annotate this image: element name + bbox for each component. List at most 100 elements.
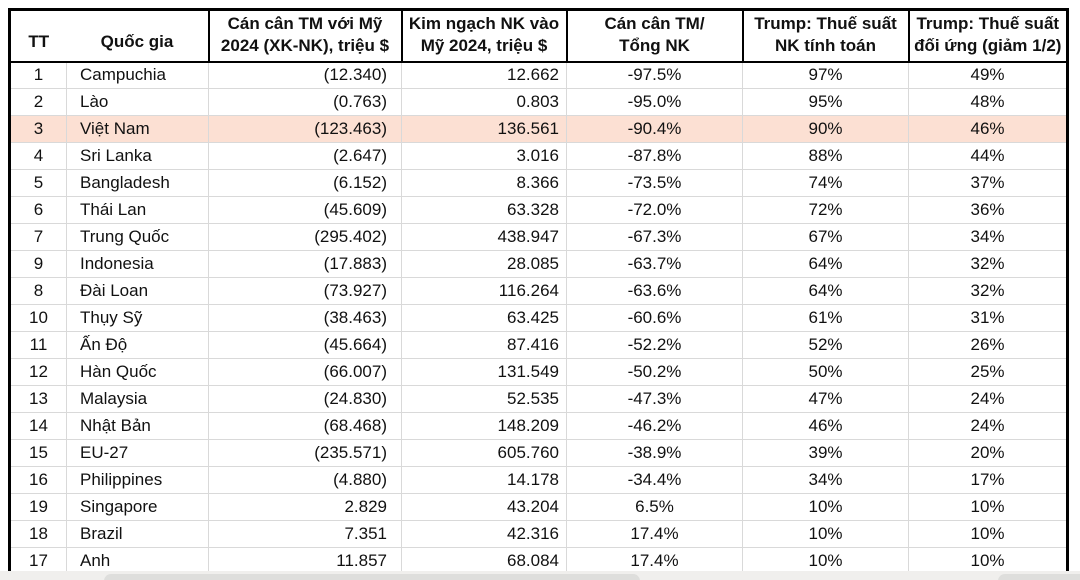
cell-balance-ratio: -52.2% — [566, 331, 743, 359]
cell-calculated-rate: 39% — [742, 439, 909, 467]
table-row: 7 Trung Quốc (295.402) 438.947 -67.3% 67… — [9, 223, 1068, 251]
cell-calculated-rate: 10% — [742, 493, 909, 521]
cell-country: Malaysia — [66, 385, 209, 413]
table-row: 8 Đài Loan (73.927) 116.264 -63.6% 64% 3… — [9, 277, 1068, 305]
table-row: 17 Anh 11.857 68.084 17.4% 10% 10% — [9, 547, 1068, 575]
table-row: 12 Hàn Quốc (66.007) 131.549 -50.2% 50% … — [9, 358, 1068, 386]
cell-import-value: 438.947 — [401, 223, 567, 251]
cell-import-value: 68.084 — [401, 547, 567, 575]
cell-trade-balance: (17.883) — [208, 250, 402, 278]
col-header-reciprocal-rate: Trump: Thuế suất đối ứng (giảm 1/2) — [907, 8, 1069, 63]
cell-trade-balance: (295.402) — [208, 223, 402, 251]
cell-balance-ratio: -73.5% — [566, 169, 743, 197]
cell-import-value: 14.178 — [401, 466, 567, 494]
cell-reciprocal-rate: 34% — [908, 223, 1068, 251]
cell-trade-balance: (4.880) — [208, 466, 402, 494]
cell-import-value: 43.204 — [401, 493, 567, 521]
cell-tt: 5 — [9, 169, 67, 197]
cell-calculated-rate: 61% — [742, 304, 909, 332]
cell-reciprocal-rate: 25% — [908, 358, 1068, 386]
cell-balance-ratio: -90.4% — [566, 115, 743, 143]
cell-reciprocal-rate: 10% — [908, 547, 1068, 575]
cell-import-value: 63.425 — [401, 304, 567, 332]
cell-import-value: 42.316 — [401, 520, 567, 548]
cell-tt: 1 — [9, 61, 67, 89]
col-header-calculated-rate: Trump: Thuế suất NK tính toán — [741, 8, 910, 63]
cell-country: Indonesia — [66, 250, 209, 278]
cell-country: Việt Nam — [66, 115, 209, 143]
cell-calculated-rate: 88% — [742, 142, 909, 170]
cell-country: Campuchia — [66, 61, 209, 89]
cell-reciprocal-rate: 48% — [908, 88, 1068, 116]
cell-tt: 16 — [9, 466, 67, 494]
table-row: 5 Bangladesh (6.152) 8.366 -73.5% 74% 37… — [9, 169, 1068, 197]
cell-balance-ratio: -60.6% — [566, 304, 743, 332]
table-row: 14 Nhật Bản (68.468) 148.209 -46.2% 46% … — [9, 412, 1068, 440]
cell-reciprocal-rate: 46% — [908, 115, 1068, 143]
cell-balance-ratio: -87.8% — [566, 142, 743, 170]
table-row: 11 Ấn Độ (45.664) 87.416 -52.2% 52% 26% — [9, 331, 1068, 359]
cell-calculated-rate: 10% — [742, 520, 909, 548]
col-header-tt: TT — [8, 8, 67, 63]
cell-trade-balance: (6.152) — [208, 169, 402, 197]
table-body: 1 Campuchia (12.340) 12.662 -97.5% 97% 4… — [9, 61, 1068, 575]
cell-tt: 17 — [9, 547, 67, 575]
cell-calculated-rate: 34% — [742, 466, 909, 494]
cell-reciprocal-rate: 24% — [908, 385, 1068, 413]
cell-country: Bangladesh — [66, 169, 209, 197]
cell-trade-balance: (45.609) — [208, 196, 402, 224]
cell-import-value: 87.416 — [401, 331, 567, 359]
cell-balance-ratio: -97.5% — [566, 61, 743, 89]
cell-tt: 13 — [9, 385, 67, 413]
cell-calculated-rate: 52% — [742, 331, 909, 359]
chat-bubble-edge — [104, 574, 640, 580]
table-row: 16 Philippines (4.880) 14.178 -34.4% 34%… — [9, 466, 1068, 494]
cell-country: Hàn Quốc — [66, 358, 209, 386]
cell-calculated-rate: 95% — [742, 88, 909, 116]
cell-reciprocal-rate: 36% — [908, 196, 1068, 224]
cell-trade-balance: 2.829 — [208, 493, 402, 521]
cell-reciprocal-rate: 17% — [908, 466, 1068, 494]
cell-calculated-rate: 72% — [742, 196, 909, 224]
cell-trade-balance: (73.927) — [208, 277, 402, 305]
cell-country: Nhật Bản — [66, 412, 209, 440]
cell-reciprocal-rate: 44% — [908, 142, 1068, 170]
cell-balance-ratio: -38.9% — [566, 439, 743, 467]
cell-calculated-rate: 64% — [742, 277, 909, 305]
cell-tt: 19 — [9, 493, 67, 521]
table-row: 6 Thái Lan (45.609) 63.328 -72.0% 72% 36… — [9, 196, 1068, 224]
cell-tt: 7 — [9, 223, 67, 251]
cell-country: Thụy Sỹ — [66, 304, 209, 332]
cell-tt: 15 — [9, 439, 67, 467]
col-header-balance-ratio: Cán cân TM/ Tổng NK — [565, 8, 744, 63]
cell-import-value: 0.803 — [401, 88, 567, 116]
col-header-country: Quốc gia — [66, 8, 210, 63]
cell-country: Anh — [66, 547, 209, 575]
cell-trade-balance: (68.468) — [208, 412, 402, 440]
cell-trade-balance: (235.571) — [208, 439, 402, 467]
cell-import-value: 12.662 — [401, 61, 567, 89]
table-row: 10 Thụy Sỹ (38.463) 63.425 -60.6% 61% 31… — [9, 304, 1068, 332]
cell-balance-ratio: -46.2% — [566, 412, 743, 440]
cell-tt: 11 — [9, 331, 67, 359]
cell-tt: 6 — [9, 196, 67, 224]
cell-country: Lào — [66, 88, 209, 116]
cell-balance-ratio: -72.0% — [566, 196, 743, 224]
col-header-import-value: Kim ngạch NK vào Mỹ 2024, triệu $ — [400, 8, 568, 63]
cell-import-value: 52.535 — [401, 385, 567, 413]
cell-balance-ratio: -34.4% — [566, 466, 743, 494]
cell-country: Ấn Độ — [66, 331, 209, 359]
cell-balance-ratio: -47.3% — [566, 385, 743, 413]
cell-calculated-rate: 90% — [742, 115, 909, 143]
cell-trade-balance: (12.340) — [208, 61, 402, 89]
cell-tt: 10 — [9, 304, 67, 332]
cell-import-value: 3.016 — [401, 142, 567, 170]
cell-tt: 8 — [9, 277, 67, 305]
cell-country: Thái Lan — [66, 196, 209, 224]
cell-import-value: 148.209 — [401, 412, 567, 440]
cell-trade-balance: (0.763) — [208, 88, 402, 116]
cell-trade-balance: (66.007) — [208, 358, 402, 386]
cell-trade-balance: (24.830) — [208, 385, 402, 413]
cell-balance-ratio: 17.4% — [566, 520, 743, 548]
